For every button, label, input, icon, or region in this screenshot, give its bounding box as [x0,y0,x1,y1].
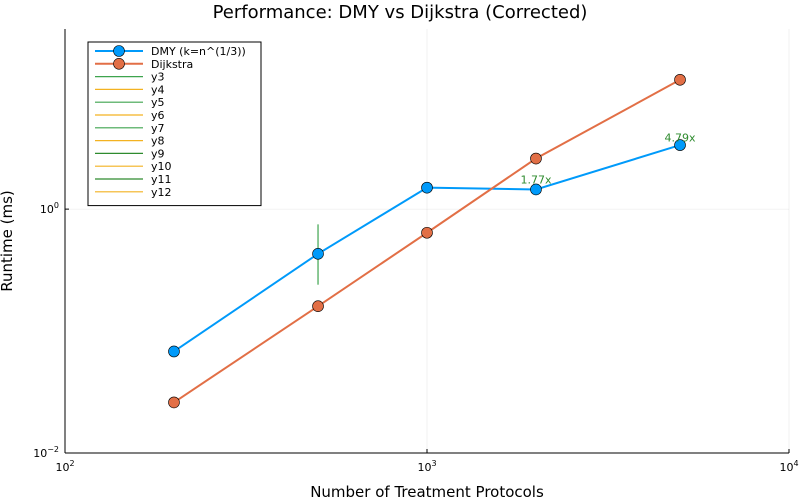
legend-label: y7 [151,122,165,135]
y-tick-label: 10−2 [33,445,59,460]
legend-marker [113,57,125,70]
data-point [421,181,433,194]
chart-title: Performance: DMY vs Dijkstra (Corrected) [213,2,588,23]
x-tick-label: 104 [779,459,798,474]
legend-label: y4 [151,83,165,96]
legend-label: y10 [151,160,172,173]
legend-label: y6 [151,109,165,122]
data-point [168,396,180,409]
legend-label: y11 [151,173,172,186]
series [168,73,686,409]
legend-label: y9 [151,147,165,160]
tick-labels: 102 103 104 10−2 100 [33,201,798,474]
legend-label: y12 [151,186,172,199]
data-point [530,183,542,196]
data-point [312,300,324,312]
data-point [421,226,433,239]
x-tick-label: 103 [417,459,436,474]
legend: DMY (k=n^(1/3))Dijkstray3y4y5y6y7y8y9y10… [87,41,262,207]
legend-label: Dijkstra [151,58,193,71]
speedup-annotation: 1.77x [520,173,551,186]
speedup-annotation: 4.79x [665,132,696,145]
data-point [674,73,686,86]
legend-label: DMY (k=n^(1/3)) [151,45,246,58]
y-axis-title: Runtime (ms) [0,190,16,292]
y-tick-label: 100 [40,201,59,216]
x-tick-label: 102 [55,459,74,474]
legend-label: y3 [151,71,165,84]
legend-box [87,41,262,207]
legend-label: y5 [151,96,165,109]
data-point [168,345,180,358]
data-point [530,152,542,165]
legend-marker [113,45,125,57]
x-axis-title: Number of Treatment Protocols [310,483,544,500]
data-point [312,248,324,260]
data-point [674,139,686,151]
legend-label: y8 [151,135,165,148]
axes [64,29,790,454]
annotations: 1.77x 4.79x [520,132,696,187]
